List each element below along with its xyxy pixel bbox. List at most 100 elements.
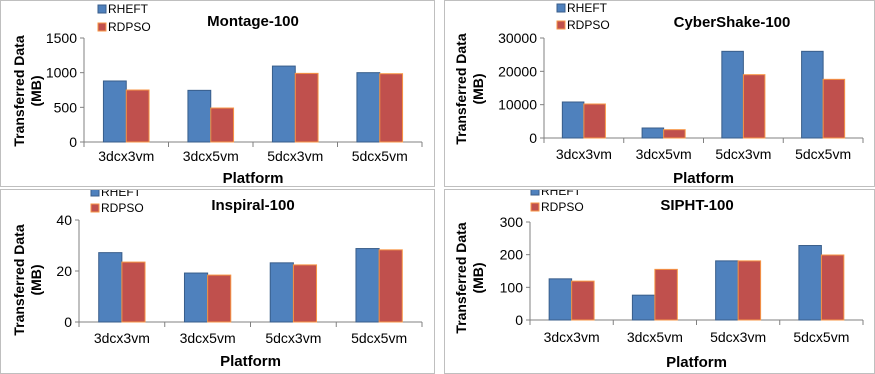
chart-svg: CyberShake-100 RHEFT RDPSO Transferred Data… — [453, 1, 864, 186]
legend-swatch-rheft — [90, 190, 100, 197]
x-tick-label: 5dcx3vm — [710, 329, 766, 345]
y-axis-label-line: Transferred Data — [453, 33, 469, 144]
bar-rdpso — [378, 249, 403, 323]
x-axis-label: Platform — [673, 170, 734, 186]
bar-rheft — [801, 50, 824, 139]
x-tick-label: 5dcx5vm — [795, 146, 851, 162]
bar-rdpso — [207, 274, 232, 323]
legend-swatch-rdpso — [556, 20, 566, 30]
legend-swatch-rdpso — [530, 202, 540, 212]
x-tick-label: 3dcx5vm — [183, 148, 239, 164]
bar-rdpso — [292, 264, 318, 323]
chart-title: SIPHT-100 — [660, 197, 733, 214]
chart-panel-montage: Montage-100 RHEFT RDPSO Transferred Data(MB… — [0, 0, 435, 187]
y-axis-label: Transferred Data(MB) — [11, 35, 44, 146]
bar-rdpso — [737, 260, 762, 321]
bar-rheft — [548, 278, 573, 321]
legend-label: RDPSO — [101, 201, 144, 215]
x-tick-label: 5dcx3vm — [715, 146, 771, 162]
bar-rdpso — [663, 129, 686, 139]
y-axis-label-line: Transferred Data — [453, 222, 469, 333]
chart-panel-cybershake: CyberShake-100 RHEFT RDPSO Transferred Data… — [444, 0, 875, 187]
x-tick-label: 5dcx3vm — [265, 330, 321, 346]
y-tick-label: 100 — [500, 279, 524, 295]
chart-panel-inspiral: Inspiral-100 RHEFT RDPSO Transferred Data(M… — [0, 189, 435, 374]
bar-rheft — [102, 80, 127, 143]
y-axis-label: Transferred Data(MB) — [453, 222, 486, 333]
legend-swatch-rheft — [97, 4, 107, 14]
bar-rdpso — [571, 280, 595, 321]
legend-label: RDPSO — [108, 20, 151, 34]
y-axis-label-line: Transferred Data — [11, 35, 27, 146]
x-tick-label: 3dcx3vm — [544, 329, 600, 345]
y-axis-label-line: (MB) — [470, 262, 486, 293]
legend: RHEFT RDPSO — [530, 190, 584, 214]
bar-rheft — [561, 101, 585, 139]
chart-title: CyberShake-100 — [674, 14, 791, 31]
x-tick-label: 5dcx5vm — [352, 148, 408, 164]
y-tick-label: 500 — [54, 99, 78, 115]
y-axis-label-line: (MB) — [28, 75, 44, 106]
x-tick-label: 5dcx3vm — [267, 148, 323, 164]
y-axis-label-line: (MB) — [28, 264, 44, 295]
legend-label: RDPSO — [541, 200, 584, 214]
y-tick-label: 0 — [64, 314, 72, 330]
chart-panel-sipht: SIPHT-100 RHEFT RDPSO Transferred Data(MB) 0… — [444, 189, 875, 374]
y-axis-label-line: (MB) — [470, 73, 486, 104]
legend-swatch-rheft — [556, 3, 566, 13]
bar-rheft — [271, 65, 296, 143]
y-axis-label: Transferred Data(MB) — [11, 224, 44, 335]
chart-title: Montage-100 — [207, 13, 299, 30]
x-tick-label: 5dcx5vm — [793, 329, 849, 345]
bar-rheft — [715, 260, 739, 321]
x-tick-label: 3dcx3vm — [98, 148, 154, 164]
legend-label: RDPSO — [567, 18, 610, 32]
y-tick-label: 20000 — [498, 63, 537, 79]
bar-rheft — [798, 245, 822, 321]
bar-rheft — [98, 252, 123, 323]
bar-rdpso — [121, 261, 146, 323]
y-tick-label: 200 — [500, 247, 524, 263]
y-axis-label: Transferred Data(MB) — [453, 33, 486, 144]
legend: RHEFT RDPSO — [556, 1, 610, 32]
bar-rdpso — [583, 103, 606, 139]
legend: RHEFT RDPSO — [97, 2, 151, 34]
bar-rdpso — [379, 73, 404, 143]
x-tick-label: 3dcx5vm — [180, 330, 236, 346]
legend-label: RHEFT — [108, 2, 149, 16]
y-tick-label: 40 — [56, 212, 72, 228]
bar-rdpso — [822, 78, 846, 139]
y-tick-label: 10000 — [498, 97, 537, 113]
legend: RHEFT RDPSO — [90, 190, 144, 215]
x-tick-label: 3dcx3vm — [94, 330, 150, 346]
bar-rheft — [269, 262, 294, 323]
bar-rheft — [355, 248, 380, 323]
chart-svg: Inspiral-100 RHEFT RDPSO Transferred Data(M… — [11, 190, 423, 370]
bar-rdpso — [742, 74, 766, 139]
bar-rheft — [187, 89, 212, 143]
legend-label: RHEFT — [101, 190, 142, 199]
y-tick-label: 0 — [515, 312, 523, 328]
bar-rdpso — [294, 72, 319, 143]
x-tick-label: 3dcx3vm — [556, 146, 612, 162]
bar-rdpso — [125, 89, 150, 143]
y-tick-label: 1000 — [46, 65, 77, 81]
legend-swatch-rdpso — [97, 22, 107, 32]
x-tick-label: 3dcx5vm — [627, 329, 683, 345]
x-axis-label: Platform — [223, 170, 284, 186]
legend-label: RHEFT — [567, 1, 608, 15]
y-axis-label-line: Transferred Data — [11, 224, 27, 335]
chart-title: Inspiral-100 — [211, 197, 294, 214]
x-tick-label: 3dcx5vm — [636, 146, 692, 162]
y-tick-label: 300 — [500, 214, 524, 230]
bar-rheft — [721, 50, 744, 139]
legend-swatch-rdpso — [90, 203, 100, 213]
legend-label: RHEFT — [541, 190, 582, 198]
bar-rheft — [631, 294, 656, 321]
bar-rheft — [183, 272, 209, 323]
y-tick-label: 0 — [69, 134, 77, 150]
x-axis-label: Platform — [220, 353, 281, 370]
x-tick-label: 5dcx5vm — [351, 330, 407, 346]
y-tick-label: 20 — [56, 263, 72, 279]
chart-svg: Montage-100 RHEFT RDPSO Transferred Data(MB… — [11, 2, 423, 186]
